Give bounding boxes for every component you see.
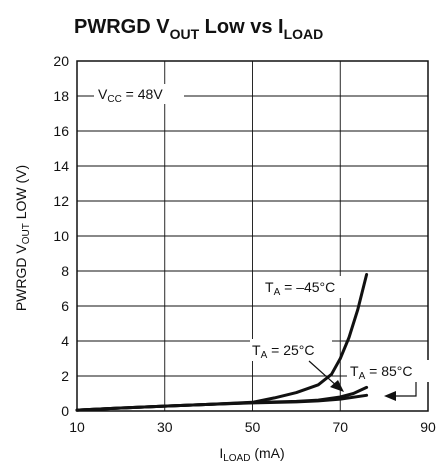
chart-title: PWRGD VOUT Low vs ILOAD [74,16,323,42]
series-lines [75,273,369,412]
y-tick-label: 6 [61,298,69,314]
x-tick-label: 50 [245,419,261,435]
y-tick-label: 10 [53,228,69,244]
y-tick-label: 2 [61,368,69,384]
series-label-25: TA = 25°C [252,342,314,361]
series-label-neg45: TA = –45°C [265,279,335,298]
x-tick-label: 10 [69,419,85,435]
series-line-2 [75,393,369,412]
x-tick-label: 90 [420,419,436,435]
y-tick-label: 20 [53,53,69,69]
vcc-label-bg [94,84,184,104]
vcc-condition-label: VCC = 48V [98,86,163,105]
y-tick-label: 18 [53,88,69,104]
series-label-85: TA = 85°C [350,363,412,382]
x-tick-label: 30 [157,419,173,435]
y-tick-label: 14 [53,158,69,174]
y-axis-label: PWRGD VOUT LOW (V) [13,165,32,311]
series-label-bg-85 [347,360,433,382]
y-tick-label: 12 [53,193,69,209]
x-axis-label: ILOAD (mA) [219,445,284,464]
y-tick-label: 4 [61,333,69,349]
plot-frame [76,60,429,412]
pointer-line-25 [308,360,339,388]
grid [77,61,428,411]
tick-labels: 0 2 4 6 8 10 12 14 16 18 20 10 30 50 70 90 [53,53,436,435]
y-tick-label: 8 [61,263,69,279]
series-label-bg-neg45 [262,276,354,298]
y-tick-label: 16 [53,123,69,139]
x-tick-label: 70 [332,419,348,435]
pointer-arrow-85 [384,391,396,401]
pointer-line-85 [392,382,417,397]
pointer-arrow-25 [330,380,344,392]
series-label-bg-25 [250,339,332,361]
y-tick-label: 0 [61,403,69,419]
